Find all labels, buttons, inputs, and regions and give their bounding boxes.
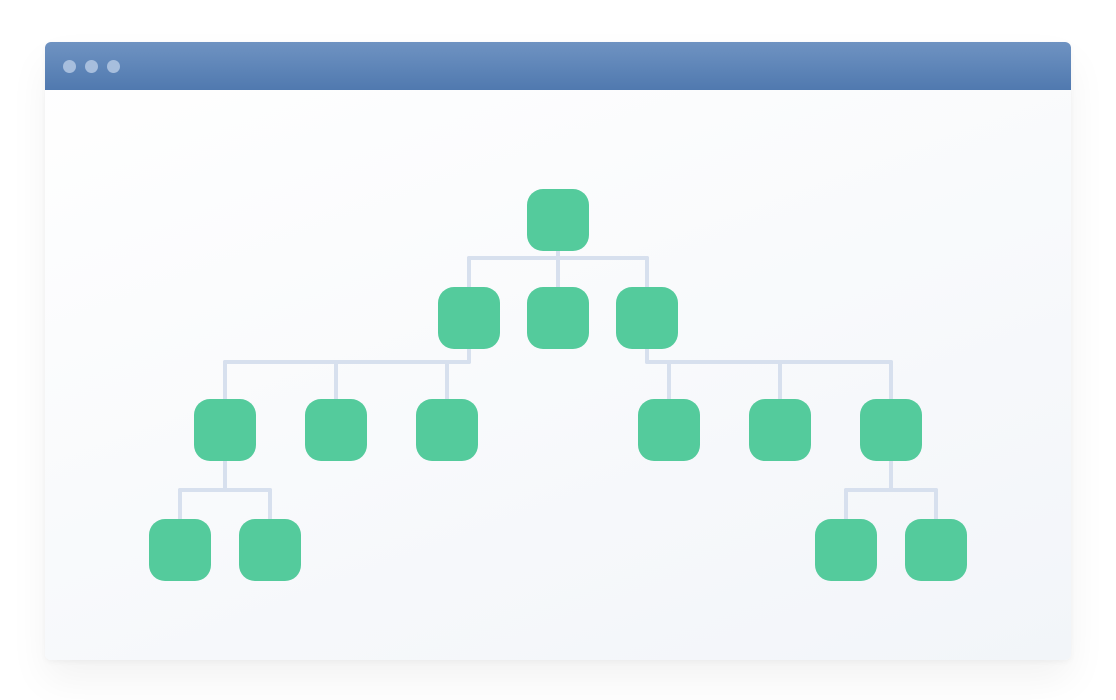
tree-node: [815, 519, 877, 581]
tree-node: [194, 399, 256, 461]
window-control-dot: [107, 60, 120, 73]
tree-node: [638, 399, 700, 461]
tree-node: [305, 399, 367, 461]
tree-node: [527, 189, 589, 251]
tree-node: [905, 519, 967, 581]
content-area: [45, 90, 1071, 660]
tree-nodes: [149, 189, 967, 581]
tree-node: [860, 399, 922, 461]
window-control-dot: [85, 60, 98, 73]
tree-node: [749, 399, 811, 461]
tree-node: [438, 287, 500, 349]
tree-node: [527, 287, 589, 349]
tree-node: [149, 519, 211, 581]
tree-node: [616, 287, 678, 349]
tree-node: [239, 519, 301, 581]
tree-diagram: [45, 90, 1071, 660]
browser-window: [45, 42, 1071, 660]
window-control-dot: [63, 60, 76, 73]
window-titlebar: [45, 42, 1071, 90]
tree-node: [416, 399, 478, 461]
